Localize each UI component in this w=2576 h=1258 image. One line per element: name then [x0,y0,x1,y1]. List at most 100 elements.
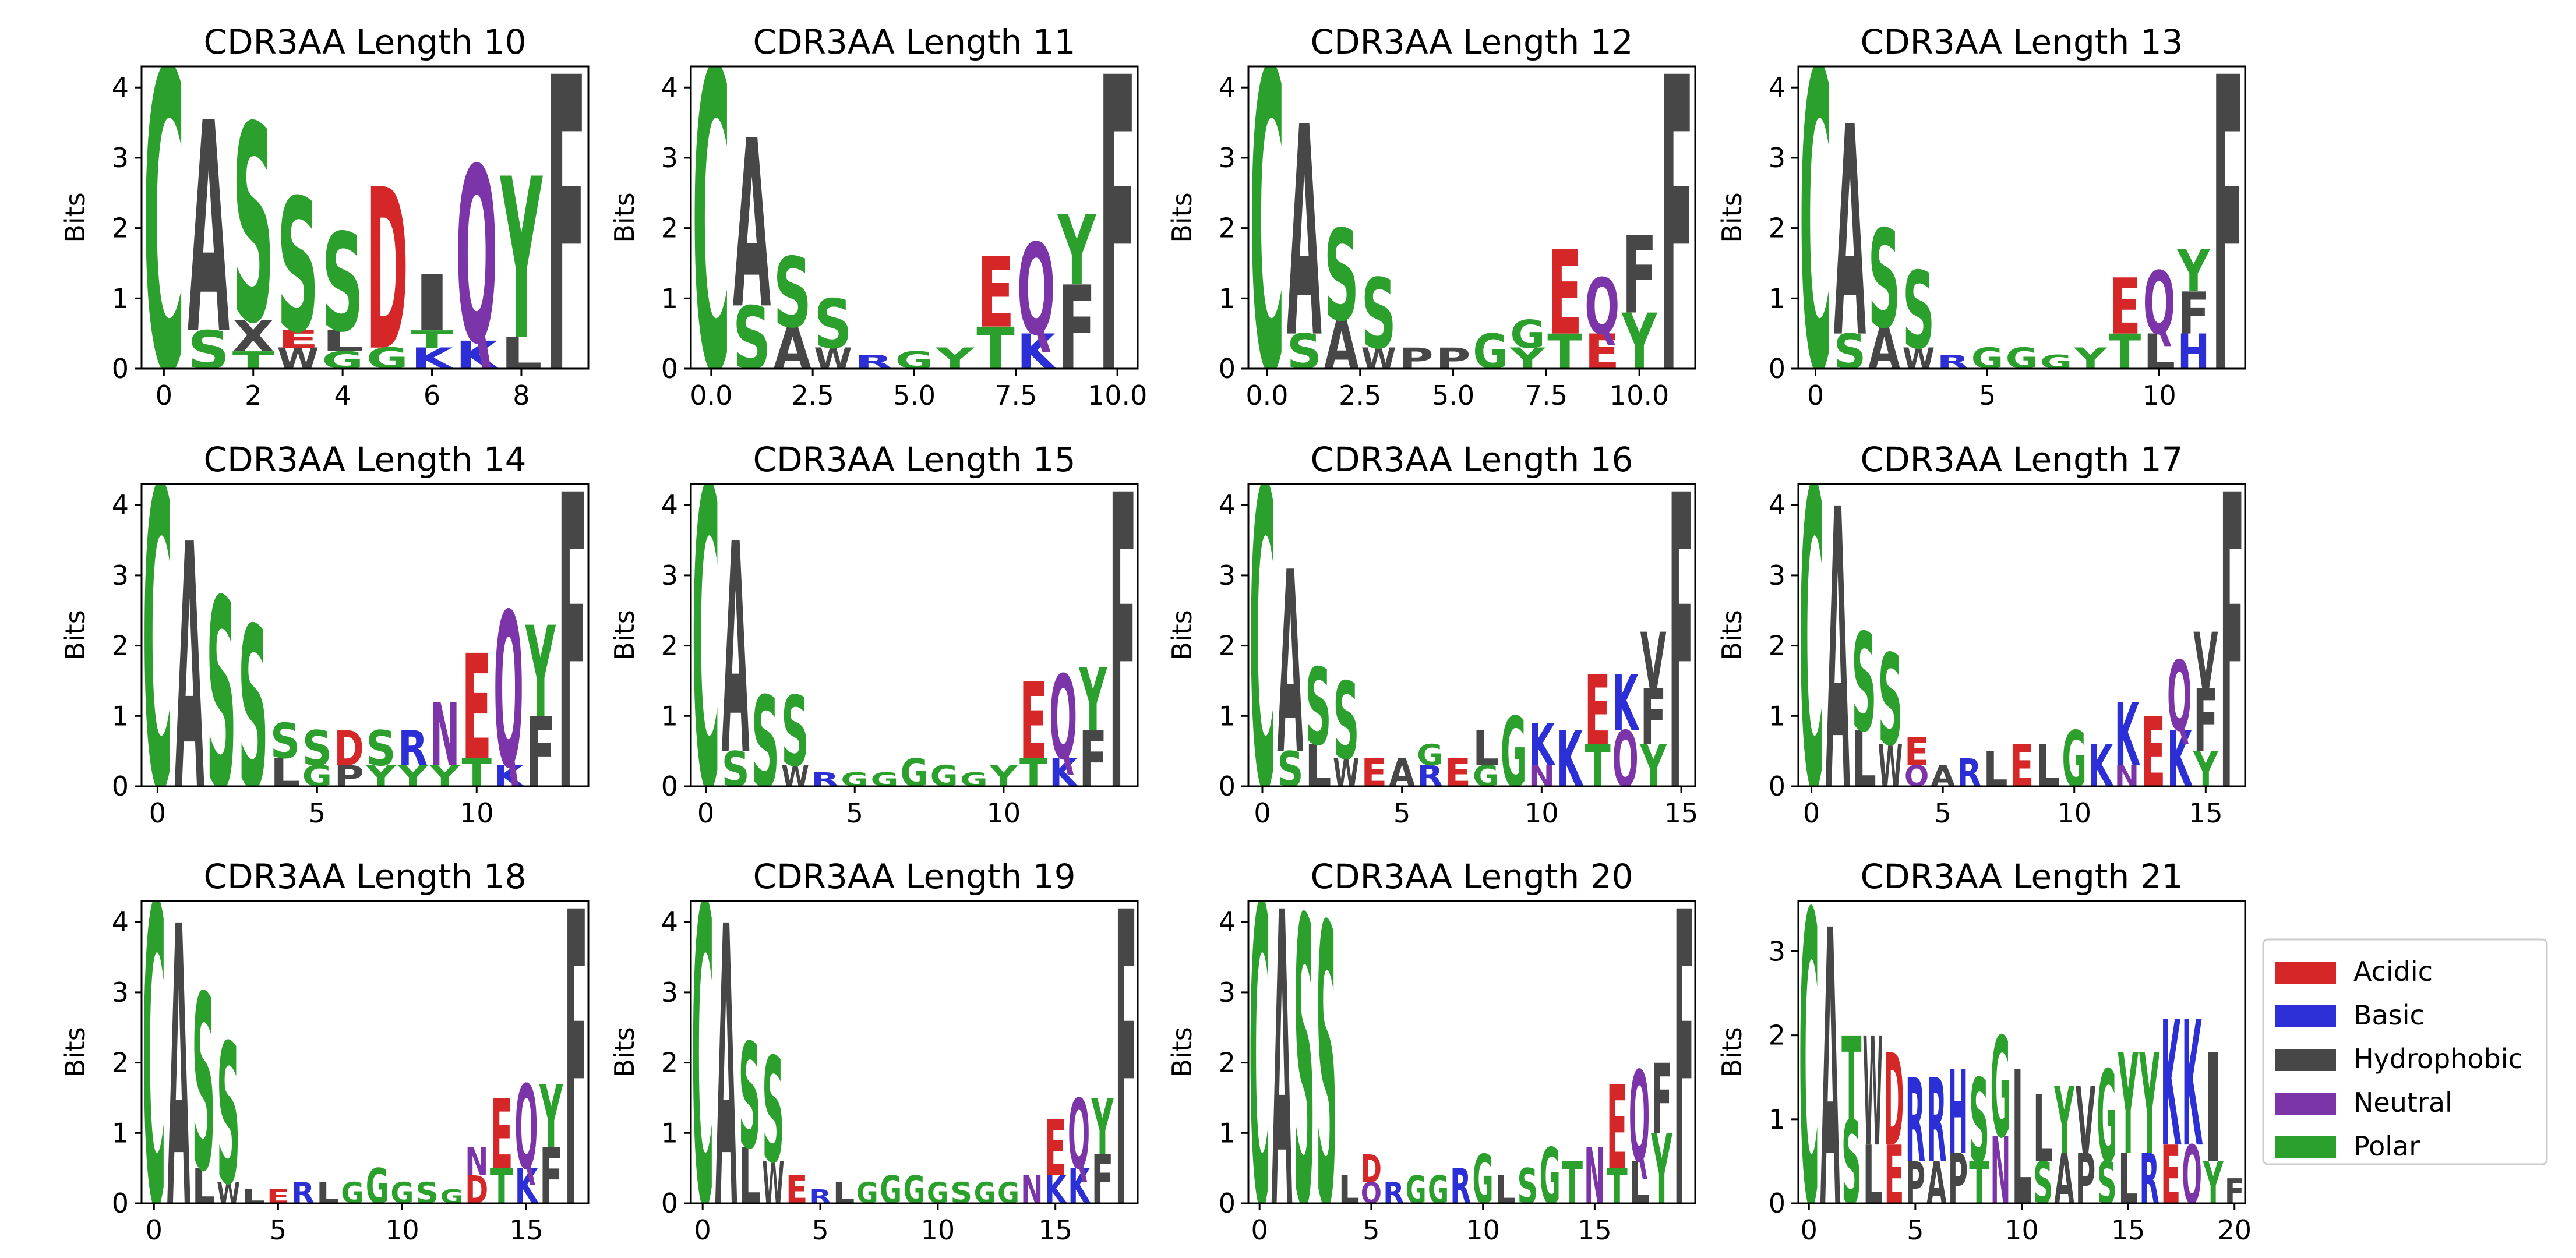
logo-letter: S [2033,1151,2053,1218]
logo-letter: E [277,326,319,354]
x-tick-label: 5 [270,1214,287,1246]
x-tick-label: 6 [424,380,440,411]
y-tick-label: 2 [661,213,678,244]
logo-letter: G [1510,312,1545,357]
logo-letter: L [322,324,364,358]
logo-letter: Q [1904,759,1929,793]
y-tick-label: 1 [112,700,129,732]
logo-letter: I [411,259,453,349]
logo-letter: E [462,625,492,793]
y-tick-label: 3 [1219,142,1236,174]
logo-letter: Y [2074,342,2108,376]
panel-title: CDR3AA Length 18 [203,857,526,896]
axes-frame [690,900,1139,1204]
logo-letter: S [1287,324,1322,380]
axes-frame [1797,483,2246,787]
logo-letter: Y [2193,742,2218,798]
logo-letter: G [1406,1168,1427,1213]
x-tick-label: 15 [509,1214,544,1246]
y-tick-label: 2 [1219,630,1236,662]
logo-letter: F [525,698,556,810]
logo-letter: G [1991,1009,2010,1169]
logo-letter: G [870,769,898,791]
logo-letter: K [456,333,499,378]
x-tick-label: 5.0 [1432,380,1474,411]
logo-letter: K [1049,751,1078,796]
logo-letter: F [1651,1044,1672,1156]
logo-letter: Y [365,760,396,793]
x-tick-label: 0 [1801,1214,1818,1246]
logo-letter: Y [499,132,543,390]
logo-letter: C [692,402,720,885]
logo-letter: G [440,1185,464,1208]
panel-title: CDR3AA Length 20 [1310,857,1633,896]
y-axis-label: Bits [1716,1027,1748,1077]
y-axis-label: Bits [1166,192,1198,242]
logo-letter: G [974,1178,996,1211]
logo-letter: E [2141,698,2165,810]
y-axis-label: Bits [59,192,91,242]
legend-swatch [2275,962,2336,984]
logo-letter: K [411,342,456,376]
y-tick-label: 2 [1769,630,1785,662]
logo-letter: F [1091,1142,1113,1220]
y-tick-label: 0 [112,1188,129,1219]
y-tick-label: 4 [112,72,129,103]
logo-letter: Y [2054,1068,2075,1175]
logo-letter: R [1417,759,1443,793]
logo-letter: E [2009,733,2034,800]
logo-letter: T [1969,1150,1989,1217]
logo-letter: W [1878,733,1903,800]
x-tick-label: 5 [811,1214,828,1246]
logo-letter: K [1068,1160,1091,1215]
x-tick-label: 10 [2057,797,2091,829]
axes-frame [140,900,590,1204]
x-tick-label: 10 [921,1214,955,1246]
logo-letter: S [1324,204,1359,349]
x-tick-label: 10 [1466,1214,1500,1246]
logo-letter: H [1948,1047,1968,1181]
logo-letter: T [411,326,453,354]
logo-letter: Y [2177,238,2211,305]
logo-letter: F [1622,214,1657,338]
logo-letter: G [900,751,928,796]
logo-letter: G [1473,759,1499,793]
logo-letter: Y [2139,1025,2160,1186]
y-tick-label: 3 [661,560,678,591]
y-tick-label: 4 [1219,489,1236,521]
logo-letter: S [1903,249,1935,372]
y-tick-label: 1 [1219,700,1236,732]
y-axis-label: Bits [1716,192,1748,242]
logo-letter: W [217,1177,240,1210]
x-tick-label: 0 [146,1214,163,1246]
x-tick-label: 0 [156,380,172,411]
y-tick-label: 3 [1219,977,1236,1008]
y-tick-label: 2 [112,1047,129,1079]
panel-title: CDR3AA Length 13 [1860,22,2183,62]
x-tick-label: 0 [1803,797,1820,829]
logo-letter: L [2118,1140,2138,1220]
logo-letter: K [2115,685,2140,786]
y-tick-label: 0 [1219,353,1236,384]
logo-letter: L [1473,722,1499,778]
logo-letter: Q [1068,1079,1090,1192]
logo-letter: W [781,760,809,793]
logo-letter: L [1852,715,1876,804]
logo-letter: D [1361,1147,1382,1192]
y-tick-label: 4 [1219,906,1236,938]
y-tick-label: 0 [1219,1188,1236,1219]
x-tick-label: 10.0 [1088,380,1147,411]
logo-letter: Y [525,599,556,745]
logo-letter: E [1044,1104,1067,1193]
logo-letter: E [1361,751,1387,796]
panel-title: CDR3AA Length 12 [1310,22,1633,62]
legend-label: Hydrophobic [2353,1043,2523,1075]
logo-letter: A [733,91,771,360]
y-tick-label: 3 [112,977,129,1008]
